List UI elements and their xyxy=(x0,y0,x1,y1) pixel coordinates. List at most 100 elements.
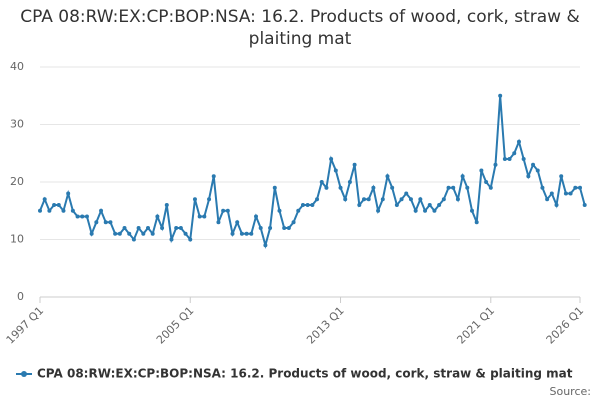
point xyxy=(117,231,122,236)
point xyxy=(437,203,442,207)
point xyxy=(192,197,197,202)
point xyxy=(155,214,160,219)
point xyxy=(99,208,104,213)
point xyxy=(235,220,240,225)
point xyxy=(291,220,296,225)
point xyxy=(376,208,381,213)
point xyxy=(427,203,432,207)
point xyxy=(385,174,390,179)
point xyxy=(89,231,94,236)
point xyxy=(535,168,540,173)
point xyxy=(305,203,310,207)
point xyxy=(319,180,324,184)
point xyxy=(380,197,385,202)
point xyxy=(207,197,212,202)
point xyxy=(211,174,216,179)
point xyxy=(371,185,376,190)
point xyxy=(174,226,179,230)
point xyxy=(38,208,42,213)
point xyxy=(221,208,226,213)
point xyxy=(554,203,559,207)
point xyxy=(239,231,244,236)
point xyxy=(127,231,132,236)
point xyxy=(141,231,146,236)
point xyxy=(296,208,301,213)
point xyxy=(258,226,263,230)
point xyxy=(540,185,545,190)
y-tick-label: 0 xyxy=(17,290,24,303)
point xyxy=(441,197,446,202)
series-line xyxy=(39,95,586,250)
point xyxy=(84,214,89,219)
point xyxy=(66,191,71,196)
point xyxy=(404,191,409,196)
point xyxy=(446,185,451,190)
point xyxy=(282,226,287,230)
point xyxy=(498,93,503,98)
point xyxy=(493,162,498,167)
y-tick-label: 20 xyxy=(10,175,24,188)
point xyxy=(408,197,413,202)
point xyxy=(333,168,338,173)
point xyxy=(42,197,47,202)
x-tick-label: 2005 Q1 xyxy=(154,304,197,347)
point xyxy=(108,220,113,225)
point xyxy=(70,208,75,213)
point xyxy=(366,197,371,202)
point xyxy=(484,180,489,184)
point xyxy=(268,226,273,230)
point xyxy=(300,203,305,207)
point xyxy=(549,191,554,196)
point xyxy=(169,237,174,242)
point xyxy=(277,208,282,213)
y-tick-label: 40 xyxy=(10,60,24,73)
x-tick-label: 2026 Q1 xyxy=(544,304,587,347)
point xyxy=(582,203,587,207)
point xyxy=(52,203,57,207)
point xyxy=(465,185,470,190)
point xyxy=(178,226,183,230)
x-tick-label: 2021 Q1 xyxy=(454,304,497,347)
point xyxy=(460,174,465,179)
point xyxy=(244,231,249,236)
point xyxy=(113,231,118,236)
point xyxy=(146,226,150,230)
point xyxy=(103,220,108,225)
point xyxy=(347,180,352,184)
point xyxy=(568,191,573,196)
point xyxy=(329,157,334,161)
point xyxy=(470,208,474,213)
legend-label: CPA 08:RW:EX:CP:BOP:NSA: 16.2. Products … xyxy=(37,367,573,381)
point xyxy=(310,203,315,207)
point xyxy=(578,185,582,190)
point xyxy=(61,208,66,213)
point xyxy=(357,203,362,207)
point xyxy=(136,226,141,230)
point xyxy=(432,208,437,213)
point xyxy=(183,231,188,236)
chart-title: CPA 08:RW:EX:CP:BOP:NSA: 16.2. Products … xyxy=(20,7,580,49)
point xyxy=(399,197,404,202)
point xyxy=(423,208,428,213)
point xyxy=(545,197,550,202)
point xyxy=(507,157,512,161)
point xyxy=(324,185,329,190)
x-tick-label: 1997 Q1 xyxy=(4,304,47,347)
point xyxy=(286,226,291,230)
point xyxy=(216,220,221,225)
point xyxy=(394,203,399,207)
point xyxy=(413,208,418,213)
point xyxy=(521,157,526,161)
point xyxy=(502,157,507,161)
point xyxy=(80,214,85,219)
point xyxy=(56,203,61,207)
point xyxy=(315,197,320,202)
point xyxy=(249,231,254,236)
point xyxy=(390,185,395,190)
point xyxy=(451,185,456,190)
point xyxy=(418,197,423,202)
point xyxy=(573,185,578,190)
point xyxy=(230,231,235,236)
